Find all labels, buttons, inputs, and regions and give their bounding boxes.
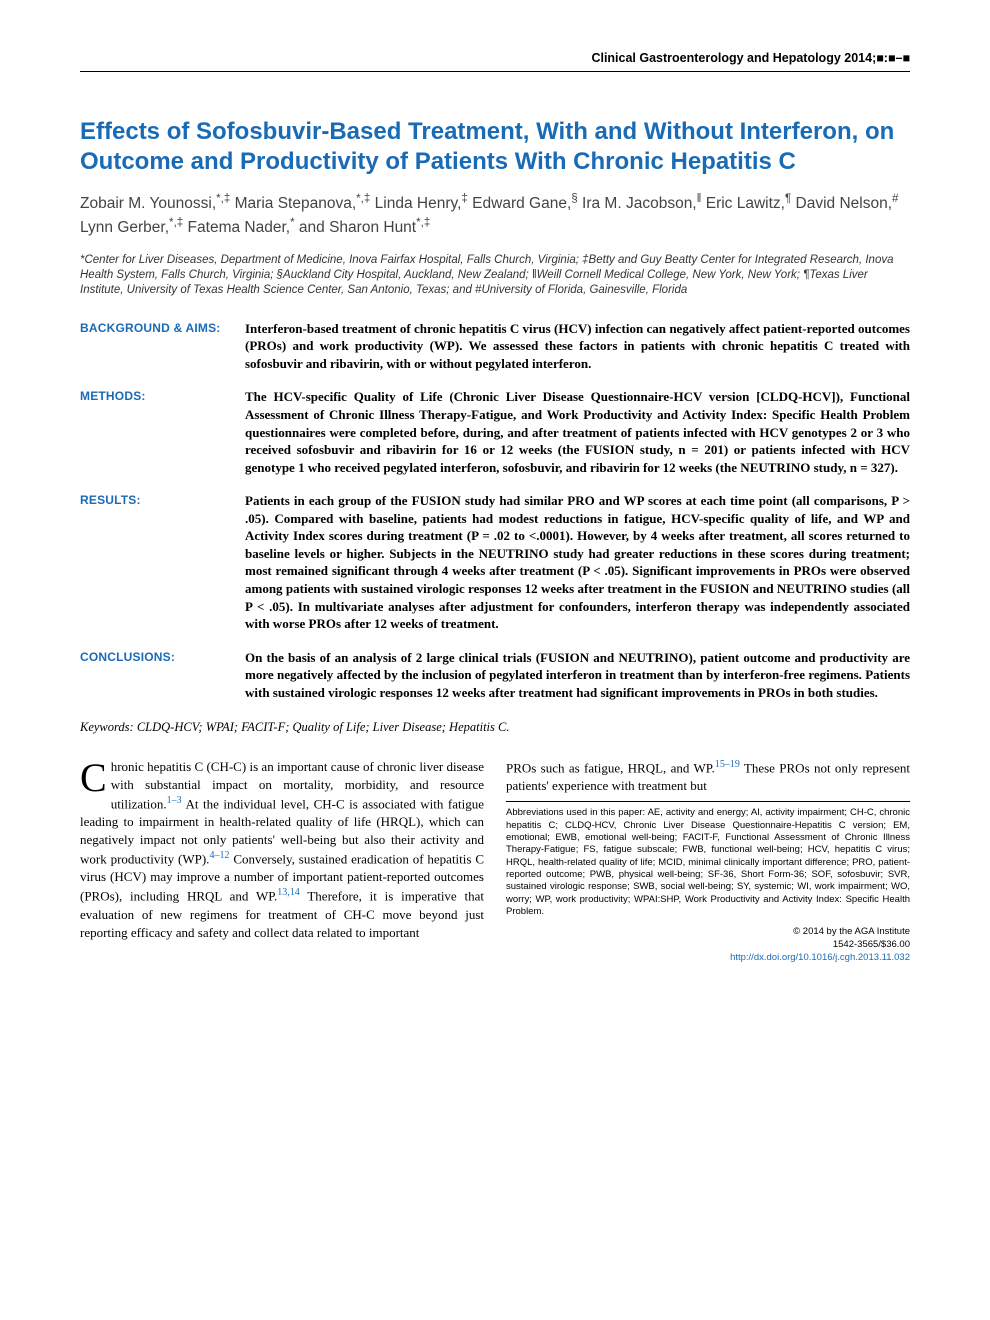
- citation-ref[interactable]: 1–3: [167, 795, 182, 806]
- article-title: Effects of Sofosbuvir-Based Treatment, W…: [80, 117, 910, 177]
- abstract-results: RESULTS: Patients in each group of the F…: [80, 492, 910, 632]
- doi-link[interactable]: http://dx.doi.org/10.1016/j.cgh.2013.11.…: [506, 952, 910, 965]
- citation-ref[interactable]: 13,14: [277, 887, 300, 898]
- abbreviations-box: Abbreviations used in this paper: AE, ac…: [506, 801, 910, 918]
- abstract-methods: METHODS: The HCV-specific Quality of Lif…: [80, 388, 910, 476]
- dropcap: C: [80, 758, 111, 795]
- copyright-line: © 2014 by the AGA Institute: [506, 926, 910, 939]
- body-paragraph: PROs such as fatigue, HRQL, and WP.15–19…: [506, 758, 910, 795]
- body-text-span: PROs such as fatigue, HRQL, and WP.: [506, 760, 715, 775]
- right-column: PROs such as fatigue, HRQL, and WP.15–19…: [506, 758, 910, 965]
- abstract-label: CONCLUSIONS:: [80, 649, 245, 702]
- abstract-text: Interferon-based treatment of chronic he…: [245, 320, 910, 373]
- affiliations: *Center for Liver Diseases, Department o…: [80, 253, 910, 298]
- abstract-text: Patients in each group of the FUSION stu…: [245, 492, 910, 632]
- keywords-label: Keywords:: [80, 720, 134, 734]
- abstract-conclusions: CONCLUSIONS: On the basis of an analysis…: [80, 649, 910, 702]
- abstract-background: BACKGROUND & AIMS: Interferon-based trea…: [80, 320, 910, 373]
- intro-paragraph: Chronic hepatitis C (CH-C) is an importa…: [80, 758, 484, 941]
- abstract-text: The HCV-specific Quality of Life (Chroni…: [245, 388, 910, 476]
- citation-ref[interactable]: 4–12: [209, 850, 229, 861]
- citation-ref[interactable]: 15–19: [715, 759, 740, 770]
- issn-price: 1542-3565/$36.00: [506, 939, 910, 952]
- author-list: Zobair M. Younossi,*,‡ Maria Stepanova,*…: [80, 191, 910, 239]
- left-column: Chronic hepatitis C (CH-C) is an importa…: [80, 758, 484, 965]
- keywords: Keywords: CLDQ-HCV; WPAI; FACIT-F; Quali…: [80, 719, 910, 736]
- abstract: BACKGROUND & AIMS: Interferon-based trea…: [80, 320, 910, 701]
- keywords-list: CLDQ-HCV; WPAI; FACIT-F; Quality of Life…: [137, 720, 510, 734]
- journal-header: Clinical Gastroenterology and Hepatology…: [80, 50, 910, 72]
- copyright-block: © 2014 by the AGA Institute 1542-3565/$3…: [506, 926, 910, 964]
- abstract-text: On the basis of an analysis of 2 large c…: [245, 649, 910, 702]
- body-text: Chronic hepatitis C (CH-C) is an importa…: [80, 758, 910, 965]
- abstract-label: BACKGROUND & AIMS:: [80, 320, 245, 373]
- abbreviations-text: Abbreviations used in this paper: AE, ac…: [506, 807, 910, 917]
- abstract-label: METHODS:: [80, 388, 245, 476]
- abstract-label: RESULTS:: [80, 492, 245, 632]
